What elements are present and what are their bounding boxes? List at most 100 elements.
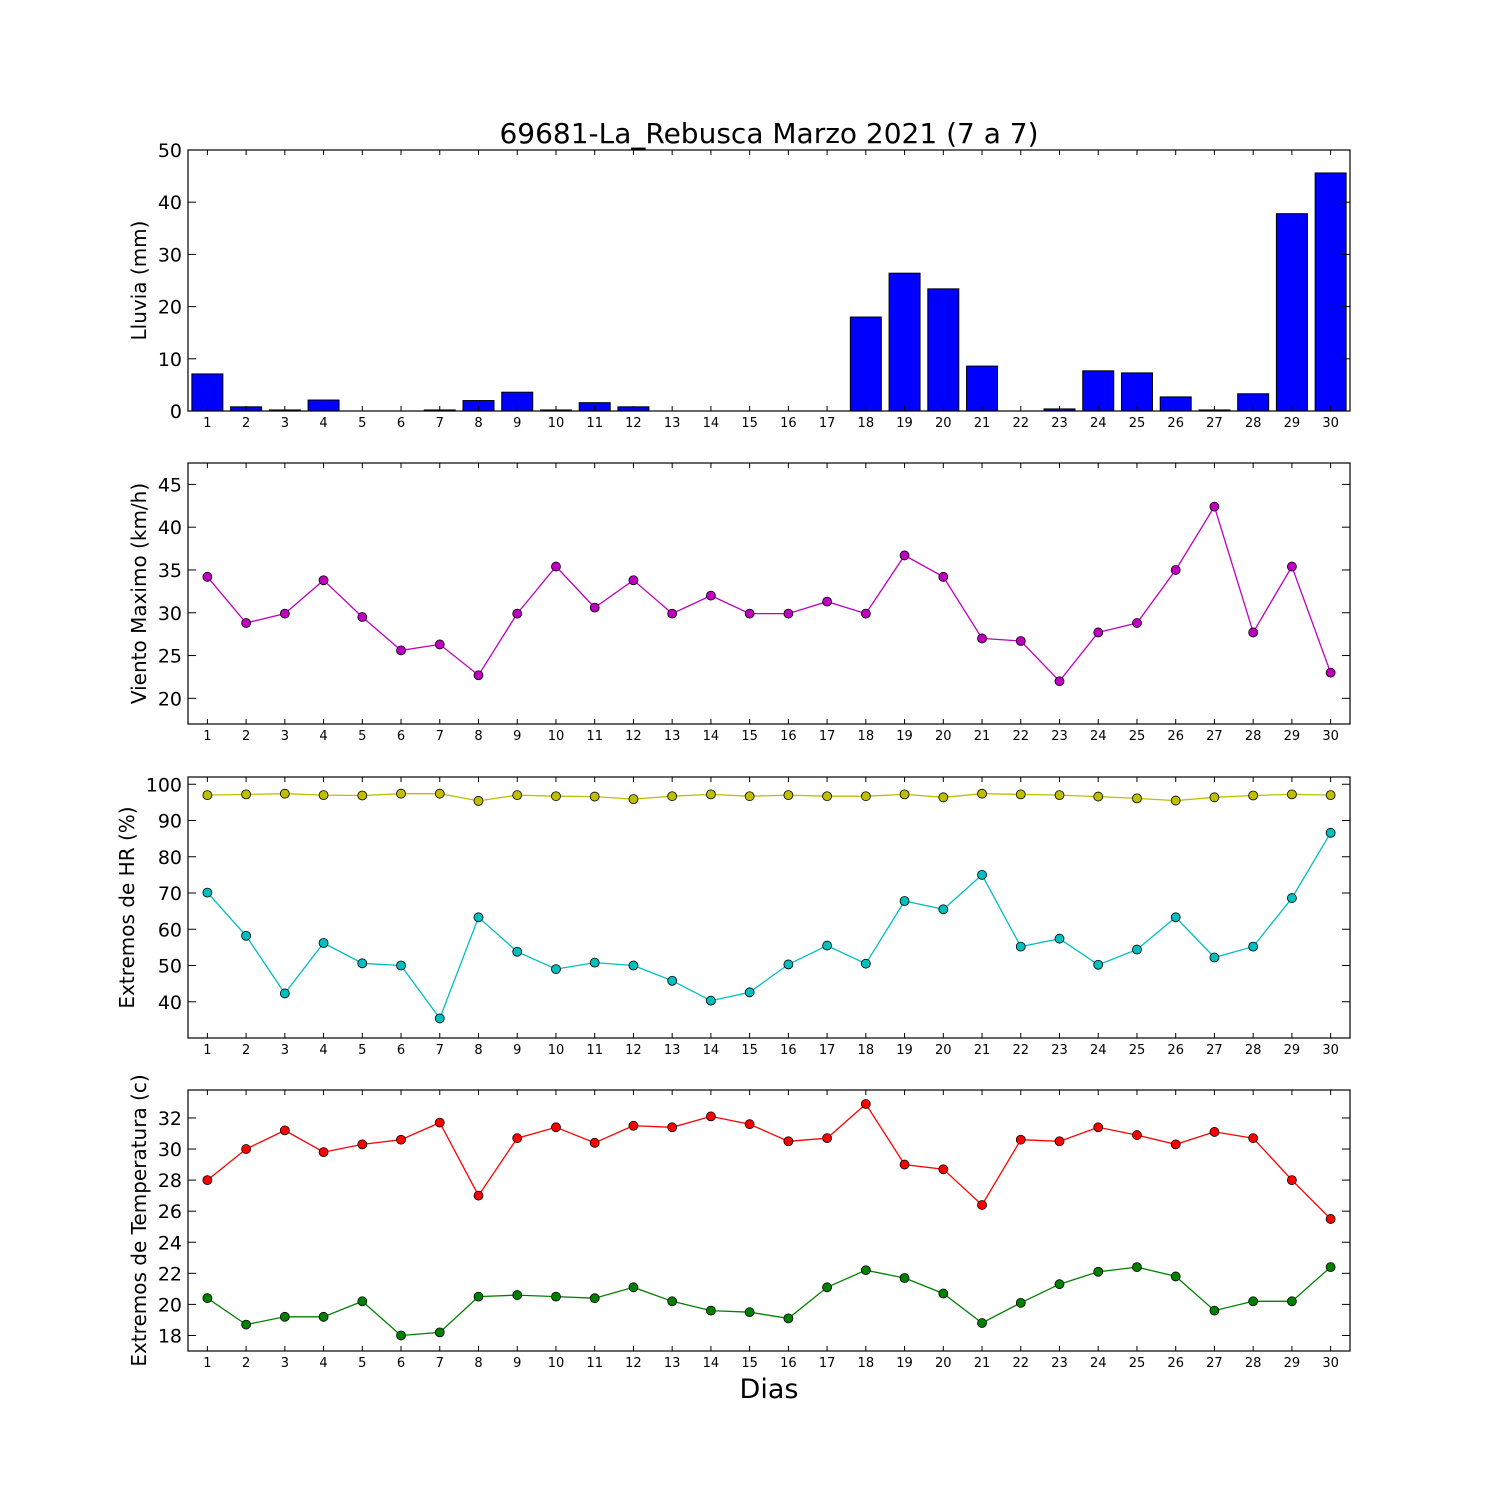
y-axis-label-viento: Viento Maximo (km/h) [127,483,151,704]
data-point-viento-1-day-27 [1209,501,1220,512]
x-tick-label-temperatura-12: 12 [625,1356,642,1371]
y-tick-label-temperatura-22: 22 [158,1263,182,1285]
x-tick-label-lluvia-13: 13 [664,416,681,431]
data-point-hr-1-day-1 [202,790,213,801]
data-point-hr-1-day-17 [822,791,832,802]
data-point-temperatura-1-day-25 [1132,1130,1142,1140]
data-point-temperatura-2-day-15 [744,1307,755,1318]
data-point-viento-1-day-18 [860,608,871,619]
data-point-temperatura-2-day-9 [512,1290,523,1300]
data-point-viento-1-day-5 [357,612,368,622]
x-tick-label-hr-7: 7 [436,1043,444,1058]
y-tick-label-viento-25: 25 [158,646,182,668]
y-tick-label-viento-35: 35 [158,560,182,582]
x-tick-label-temperatura-22: 22 [1012,1356,1029,1371]
x-tick-label-viento-12: 12 [625,729,642,744]
y-tick-label-hr-40: 40 [158,992,182,1014]
data-point-temperatura-2-day-8 [473,1291,484,1302]
data-point-temperatura-2-day-24 [1093,1266,1104,1277]
data-point-temperatura-1-day-9 [512,1133,523,1144]
data-point-viento-1-day-24 [1093,627,1104,638]
data-point-viento-1-day-25 [1132,618,1142,628]
x-tick-label-hr-1: 1 [203,1043,211,1058]
x-tick-label-viento-14: 14 [703,729,720,744]
x-tick-label-hr-3: 3 [281,1043,289,1058]
data-point-temperatura-2-day-6 [396,1330,406,1341]
series-line-viento-1 [206,505,1332,683]
data-point-temperatura-1-day-11 [589,1137,600,1148]
x-tick-label-temperatura-24: 24 [1090,1356,1107,1371]
data-point-temperatura-1-day-26 [1170,1139,1181,1150]
data-point-hr-1-day-8 [473,796,484,806]
data-point-temperatura-1-day-20 [938,1164,949,1175]
x-tick-label-hr-4: 4 [319,1043,327,1058]
data-point-temperatura-1-day-2 [241,1144,252,1154]
y-tick-label-viento-20: 20 [158,688,182,710]
data-point-temperatura-2-day-10 [551,1291,561,1302]
x-tick-label-hr-18: 18 [858,1043,875,1058]
x-tick-label-viento-10: 10 [548,729,565,744]
x-tick-label-hr-2: 2 [242,1043,250,1058]
data-point-temperatura-2-day-16 [783,1313,794,1324]
panel-hr: 1 2 3 4 5 6 7 8 9 10 11 12 13 14 15 16 17 18 19 20 21 22 23 24 2… [115,774,1351,1058]
data-point-temperatura-2-day-29 [1287,1296,1297,1307]
x-tick-label-hr-10: 10 [548,1043,565,1058]
data-point-viento-1-day-2 [241,618,252,628]
x-tick-label-temperatura-18: 18 [858,1356,875,1371]
x-tick-label-viento-29: 29 [1284,729,1301,744]
x-tick-label-temperatura-23: 23 [1051,1356,1068,1371]
data-point-temperatura-1-day-10 [551,1122,561,1133]
data-point-hr-2-day-25 [1132,944,1142,955]
data-point-hr-2-day-30 [1325,827,1336,838]
plot-frame-viento [187,462,1351,725]
x-tick-label-lluvia-19: 19 [896,416,913,431]
data-point-hr-1-day-5 [357,790,368,801]
x-tick-label-lluvia-16: 16 [780,416,797,431]
data-point-temperatura-2-day-2 [241,1319,252,1330]
x-tick-label-hr-24: 24 [1090,1043,1107,1058]
x-tick-label-temperatura-9: 9 [513,1356,521,1371]
data-point-viento-1-day-21 [977,633,987,644]
x-tick-label-viento-4: 4 [319,729,327,744]
y-tick-label-hr-50: 50 [158,956,182,978]
y-axis-label-hr: Extremos de HR (%) [115,806,139,1008]
x-tick-label-lluvia-4: 4 [319,416,327,431]
data-point-hr-2-day-21 [977,869,987,880]
y-tick-label-temperatura-32: 32 [158,1108,182,1130]
data-point-hr-2-day-10 [551,964,561,975]
data-point-hr-2-day-18 [860,958,871,969]
x-tick-label-temperatura-6: 6 [397,1356,405,1371]
data-point-hr-1-day-7 [434,788,445,799]
data-point-temperatura-2-day-28 [1248,1296,1259,1307]
bar-day-25 [1120,372,1153,412]
x-tick-label-viento-15: 15 [741,729,758,744]
x-tick-label-lluvia-1: 1 [203,416,211,431]
data-point-hr-1-day-4 [318,790,329,801]
y-tick-label-hr-90: 90 [158,811,182,833]
data-point-viento-1-day-19 [899,550,910,561]
y-tick-label-hr-70: 70 [158,883,182,905]
data-point-hr-2-day-19 [899,896,910,906]
data-point-viento-1-day-4 [318,575,329,586]
x-tick-label-lluvia-20: 20 [935,416,952,431]
data-point-hr-2-day-20 [938,904,949,915]
x-tick-label-temperatura-19: 19 [896,1356,913,1371]
data-point-temperatura-2-day-21 [977,1318,987,1328]
x-tick-label-temperatura-28: 28 [1245,1356,1262,1371]
x-tick-label-temperatura-20: 20 [935,1356,952,1371]
data-point-hr-2-day-13 [667,975,678,986]
data-point-temperatura-2-day-7 [434,1327,445,1338]
data-point-hr-1-day-20 [938,792,949,803]
data-point-hr-1-day-16 [783,790,794,801]
x-tick-label-viento-20: 20 [935,729,952,744]
data-point-temperatura-1-day-5 [357,1139,368,1150]
data-point-hr-2-day-8 [473,912,484,923]
x-tick-label-viento-26: 26 [1167,729,1184,744]
data-point-hr-2-day-3 [279,988,290,999]
y-tick-label-lluvia-50: 50 [158,140,182,162]
x-tick-label-hr-23: 23 [1051,1043,1068,1058]
data-point-viento-1-day-3 [279,608,290,619]
x-tick-label-temperatura-25: 25 [1129,1356,1146,1371]
x-tick-label-lluvia-7: 7 [436,416,444,431]
